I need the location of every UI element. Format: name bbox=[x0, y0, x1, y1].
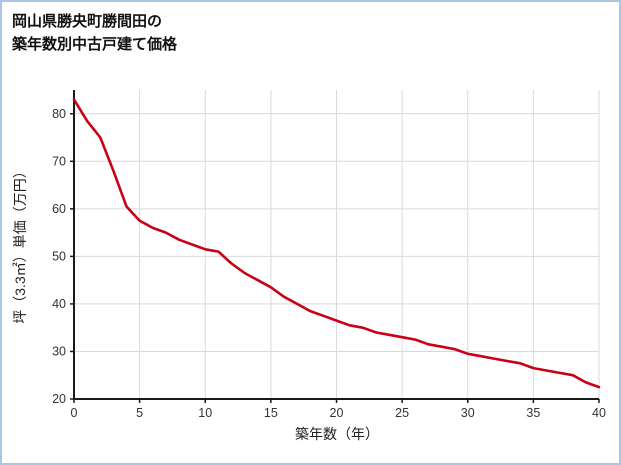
y-tick-label: 40 bbox=[52, 297, 66, 311]
x-tick-label: 20 bbox=[330, 406, 344, 420]
x-axis-label: 築年数（年） bbox=[295, 426, 379, 442]
chart-title-line1: 岡山県勝央町勝間田の bbox=[12, 13, 163, 30]
y-axis-label: 坪（3.3㎡）単価（万円） bbox=[12, 164, 28, 324]
chart-title-line2: 築年数別中古戸建て価格 bbox=[12, 36, 178, 54]
x-tick-label: 25 bbox=[395, 406, 409, 420]
x-tick-label: 30 bbox=[461, 406, 475, 420]
y-tick-label: 50 bbox=[52, 249, 66, 263]
y-tick-label: 70 bbox=[52, 154, 66, 168]
x-tick-label: 40 bbox=[592, 406, 606, 420]
y-tick-label: 30 bbox=[52, 344, 66, 358]
x-tick-label: 35 bbox=[526, 406, 540, 420]
chart-title: 岡山県勝央町勝間田の 築年数別中古戸建て価格 bbox=[12, 10, 177, 57]
x-tick-label: 15 bbox=[264, 406, 278, 420]
y-tick-label: 20 bbox=[52, 392, 66, 406]
x-tick-label: 0 bbox=[71, 406, 78, 420]
price-data-line bbox=[72, 98, 601, 389]
x-tick-label: 5 bbox=[136, 406, 143, 420]
x-tick-label: 10 bbox=[198, 406, 212, 420]
y-tick-label: 60 bbox=[52, 202, 66, 216]
y-tick-label: 80 bbox=[52, 107, 66, 121]
